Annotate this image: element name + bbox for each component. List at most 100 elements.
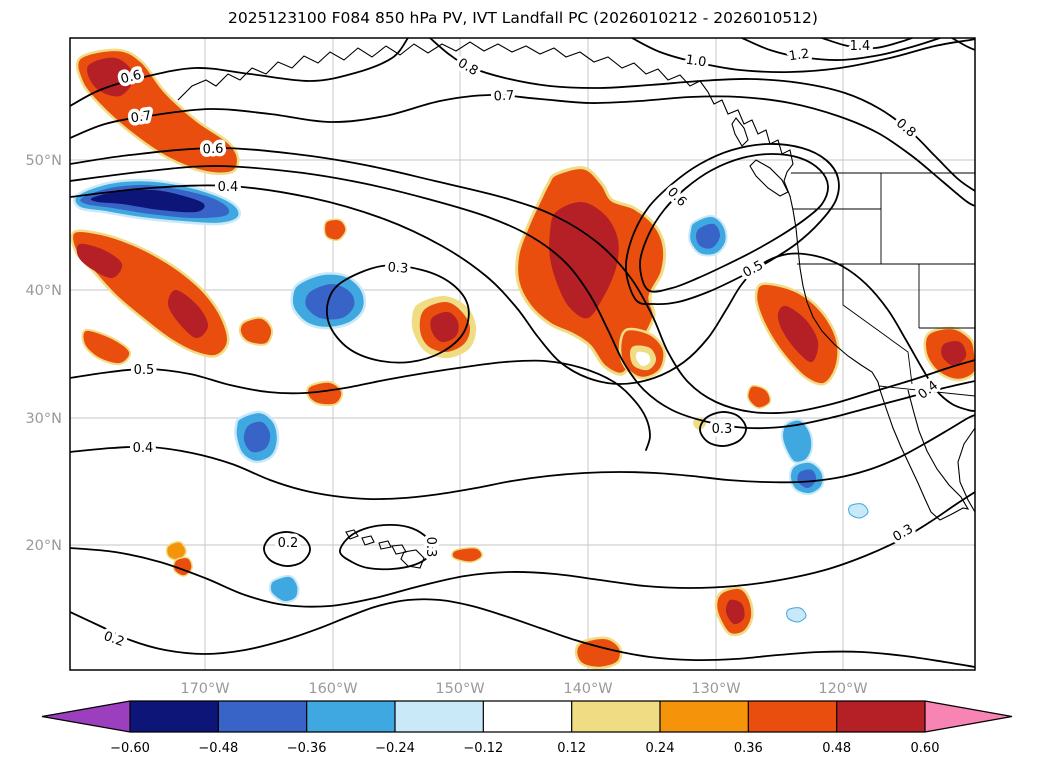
lon-tick-label: 130°W xyxy=(691,681,740,697)
contour-line xyxy=(70,359,651,451)
lon-tick-label: 140°W xyxy=(563,681,612,697)
contour-label: 0.6 xyxy=(202,142,223,158)
colorbar-tick-label: 0.60 xyxy=(911,741,940,756)
contour-line xyxy=(70,38,409,107)
contour-line xyxy=(70,94,975,207)
contour-line xyxy=(429,38,975,192)
contour-label: 0.4 xyxy=(133,441,154,456)
anomaly-region xyxy=(549,201,619,319)
colorbar-tick-label: −0.24 xyxy=(375,741,415,756)
contour-line xyxy=(821,38,913,50)
contour-line xyxy=(741,38,941,61)
coastline xyxy=(361,535,375,546)
colorbar-segment xyxy=(130,701,219,732)
anomaly-region xyxy=(574,636,623,670)
colorbar-tick-label: −0.48 xyxy=(198,741,238,756)
contour-label: 0.3 xyxy=(387,260,409,276)
map-plot-area: 0.60.70.70.60.40.40.50.50.60.40.30.20.30… xyxy=(69,37,976,671)
contour-line xyxy=(263,531,311,567)
anomaly-region xyxy=(87,57,135,97)
contour-label: 0.3 xyxy=(712,422,733,437)
colorbar-tick-label: 0.36 xyxy=(734,741,763,756)
coastline xyxy=(957,427,975,513)
coastline xyxy=(749,159,789,197)
anomaly-region xyxy=(81,328,132,366)
anomaly-region xyxy=(696,223,721,249)
anomaly-region xyxy=(451,546,483,563)
lat-tick-label: 50°N xyxy=(25,153,62,169)
colorbar-tick-label: −0.60 xyxy=(110,741,150,756)
pc-loading-filled-regions xyxy=(70,48,975,670)
anomaly-region xyxy=(268,574,300,604)
contour-label: 1.0 xyxy=(685,53,708,71)
contour-line xyxy=(625,143,840,306)
state-border xyxy=(842,264,913,385)
anomaly-region xyxy=(848,503,869,519)
contour-line xyxy=(70,491,975,608)
colorbar-segment xyxy=(306,701,395,732)
contour-line xyxy=(70,165,975,430)
coastline xyxy=(378,540,392,550)
contour-label: 0.4 xyxy=(218,180,239,195)
contour-line xyxy=(339,524,434,571)
colorbar-segment xyxy=(483,701,572,732)
anomaly-region xyxy=(797,469,817,489)
contour-line xyxy=(70,147,975,415)
anomaly-region xyxy=(430,311,459,343)
colorbar-segment xyxy=(395,701,484,732)
plot-border xyxy=(69,37,976,671)
contour-label: 0.2 xyxy=(278,536,299,551)
coastline xyxy=(177,41,970,521)
colorbar-segment xyxy=(836,701,925,732)
contour-label: 0.7 xyxy=(493,88,514,104)
colorbar-tick-label: 0.12 xyxy=(557,741,586,756)
colorbar-left-arrow xyxy=(42,701,130,732)
state-border xyxy=(878,385,975,397)
lon-tick-label: 150°W xyxy=(435,681,484,697)
anomaly-region xyxy=(76,243,123,279)
lon-tick-label: 160°W xyxy=(308,681,357,697)
colorbar-outline xyxy=(41,700,1013,733)
lon-tick-label: 120°W xyxy=(818,681,867,697)
colorbar-tick-label: −0.36 xyxy=(287,741,327,756)
colorbar-segment xyxy=(660,701,749,732)
contour-label: 0.3 xyxy=(423,537,438,558)
contour-line xyxy=(639,153,829,293)
anomaly-region xyxy=(786,607,807,623)
axis-tick-labels: 50°N 40°N 30°N 20°N 170°W 160°W 150°W 140°W 130°… xyxy=(25,153,867,697)
lat-tick-label: 30°N xyxy=(25,411,62,427)
coastline xyxy=(731,117,749,147)
lon-tick-label: 170°W xyxy=(180,681,229,697)
colorbar-tick-label: 0.24 xyxy=(646,741,675,756)
contour-line xyxy=(631,38,975,73)
colorbar: −0.60 −0.48 −0.36 −0.24 −0.12 0.12 0.24 0.36 0.4… xyxy=(41,700,1013,756)
anomaly-region xyxy=(305,284,355,320)
contour-line xyxy=(70,414,975,501)
coastline xyxy=(400,549,425,569)
anomaly-region xyxy=(243,421,271,453)
contour-line xyxy=(951,38,975,51)
colorbar-tick-label: −0.12 xyxy=(463,741,503,756)
anomaly-region xyxy=(777,305,819,363)
anomaly-region xyxy=(323,218,347,241)
lat-tick-label: 40°N xyxy=(25,283,62,299)
contour-line xyxy=(699,411,747,447)
anomaly-region xyxy=(747,384,772,409)
contour-line xyxy=(325,264,470,364)
coastlines-and-borders xyxy=(177,41,975,569)
contour-label: 0.7 xyxy=(130,109,153,127)
chart-title: 2025123100 F084 850 hPa PV, IVT Landfall… xyxy=(228,9,818,27)
anomaly-region xyxy=(635,351,651,367)
lat-tick-label: 20°N xyxy=(25,538,62,554)
anomaly-region xyxy=(238,316,274,346)
colorbar-segment xyxy=(571,701,660,732)
contour-label: 0.5 xyxy=(134,363,155,378)
colorbar-segment xyxy=(218,701,307,732)
anomaly-region xyxy=(90,189,205,213)
contour-line xyxy=(70,184,975,412)
anomaly-region xyxy=(941,341,967,366)
colorbar-segment xyxy=(748,701,837,732)
pv-contour-lines xyxy=(70,38,975,668)
colorbar-right-arrow xyxy=(925,701,1012,732)
